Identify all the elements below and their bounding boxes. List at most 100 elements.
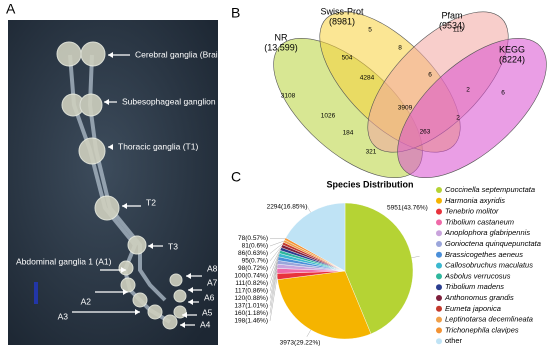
region-count: 4284 bbox=[360, 75, 375, 82]
region-count: 184 bbox=[343, 130, 354, 137]
region-count: 6 bbox=[501, 90, 505, 97]
legend-label: Gonioctena quinquepunctata bbox=[445, 239, 541, 248]
arrow-head bbox=[148, 243, 153, 249]
panel-letter: A bbox=[6, 1, 16, 17]
photo-label: Abdominal ganglia 1 (A1) bbox=[16, 256, 112, 266]
legend-swatch bbox=[436, 338, 442, 345]
photo-label: A3 bbox=[58, 311, 69, 321]
legend-label: Anoplophora glabripennis bbox=[444, 228, 530, 237]
photo bbox=[8, 20, 218, 345]
leader-line bbox=[269, 245, 282, 262]
legend-swatch bbox=[436, 284, 442, 291]
legend-swatch bbox=[436, 327, 442, 334]
arrow-head bbox=[123, 289, 128, 295]
chart-title: Species Distribution bbox=[326, 179, 413, 189]
photo-label: T3 bbox=[168, 241, 178, 251]
set-name: NR bbox=[275, 32, 288, 42]
legend-swatch bbox=[436, 262, 442, 269]
photo-label: A7 bbox=[207, 277, 218, 287]
leader-line bbox=[269, 270, 278, 314]
legend-label: Tribolium madens bbox=[445, 282, 504, 291]
arrow-head bbox=[108, 52, 113, 58]
ganglia bbox=[56, 41, 187, 330]
legend-label: Asbolus verrucosus bbox=[444, 271, 511, 280]
photo-label: A5 bbox=[202, 307, 213, 317]
photo-label: Thoracic ganglia (T1) bbox=[118, 141, 198, 151]
value-label: 198(1.46%) bbox=[234, 318, 268, 325]
photo-label: A2 bbox=[81, 296, 92, 306]
arrow-head bbox=[121, 267, 126, 273]
leader-line bbox=[269, 240, 285, 247]
leader-line bbox=[269, 276, 278, 322]
set-count: (8224) bbox=[499, 54, 525, 64]
legend-label: Trichonephila clavipes bbox=[445, 325, 519, 334]
arrow-head bbox=[188, 299, 193, 305]
legend-label: Coccinella septempunctata bbox=[445, 185, 535, 194]
legend-label: Eumeta japonica bbox=[445, 304, 501, 313]
set-count: (8981) bbox=[329, 16, 355, 26]
region-count: 2 bbox=[466, 87, 470, 94]
leader-line bbox=[306, 205, 311, 213]
value-label: 117(0.86%) bbox=[235, 288, 268, 295]
venn-set bbox=[397, 37, 547, 179]
value-label: 95(0.7%) bbox=[242, 258, 268, 265]
scale-bar bbox=[34, 282, 38, 304]
region-count: 1026 bbox=[321, 113, 336, 120]
pie-slice bbox=[285, 202, 346, 272]
region-count: 8 bbox=[398, 45, 402, 52]
leader-line bbox=[269, 258, 279, 292]
value-label: 2294(16.85%) bbox=[267, 204, 308, 211]
legend-swatch bbox=[436, 219, 442, 226]
set-name: Pfam bbox=[441, 10, 462, 20]
set-name: KEGG bbox=[499, 44, 525, 54]
legend-swatch bbox=[436, 241, 442, 247]
value-label: 81(0.6%) bbox=[242, 243, 268, 250]
legend-label: other bbox=[445, 336, 463, 345]
value-label: 100(0.74%) bbox=[234, 273, 268, 280]
leader-line bbox=[269, 254, 280, 284]
value-label: 120(0.88%) bbox=[234, 295, 268, 302]
set-count: (13,599) bbox=[264, 42, 298, 52]
arrow-head bbox=[186, 273, 191, 279]
region-count: 3108 bbox=[281, 93, 296, 100]
pie-slice bbox=[277, 270, 372, 340]
leader-line bbox=[269, 243, 283, 254]
value-label: 160(1.18%) bbox=[234, 310, 268, 317]
region-count: 263 bbox=[420, 129, 431, 136]
legend-swatch bbox=[436, 197, 442, 204]
value-label: 137(1.01%) bbox=[234, 303, 268, 310]
leader-line bbox=[411, 256, 420, 258]
set-name: Swiss-Prot bbox=[320, 6, 364, 16]
region-count: 321 bbox=[366, 149, 377, 156]
legend-swatch bbox=[436, 295, 442, 301]
photo-label: A8 bbox=[207, 263, 218, 273]
leader-line bbox=[269, 248, 281, 269]
region-count: 6 bbox=[428, 72, 432, 79]
legend-label: Tenebrio molitor bbox=[445, 207, 499, 216]
arrow-head bbox=[180, 322, 185, 328]
set-count: (9534) bbox=[439, 20, 465, 30]
legend-swatch bbox=[436, 316, 442, 323]
value-label: 98(0.72%) bbox=[238, 265, 268, 272]
legend-label: Harmonia axyridis bbox=[445, 196, 505, 205]
leader-line bbox=[269, 251, 280, 277]
region-count: 3909 bbox=[398, 105, 413, 112]
legend-label: Leptinotarsa decemlineata bbox=[445, 315, 533, 324]
panel-letter: B bbox=[231, 5, 240, 21]
legend-swatch bbox=[436, 230, 442, 237]
leader-line bbox=[269, 266, 278, 307]
value-label: 5951(43.76%) bbox=[387, 205, 428, 212]
legend-swatch bbox=[436, 273, 442, 280]
value-label: 111(0.82%) bbox=[235, 280, 268, 287]
panel-letter: C bbox=[231, 169, 241, 185]
arrow-head bbox=[104, 99, 109, 105]
region-count: 2 bbox=[456, 115, 460, 122]
photo-label: Subesophageal ganglion (SEG) bbox=[122, 96, 242, 106]
photo-label: T2 bbox=[146, 197, 156, 207]
value-label: 86(0.63%) bbox=[238, 250, 268, 257]
value-label: 78(0.57%) bbox=[238, 235, 268, 242]
legend-label: Anthonomus grandis bbox=[444, 293, 514, 302]
arrow-head bbox=[188, 287, 193, 293]
value-label: 3973(29.22%) bbox=[280, 340, 321, 347]
